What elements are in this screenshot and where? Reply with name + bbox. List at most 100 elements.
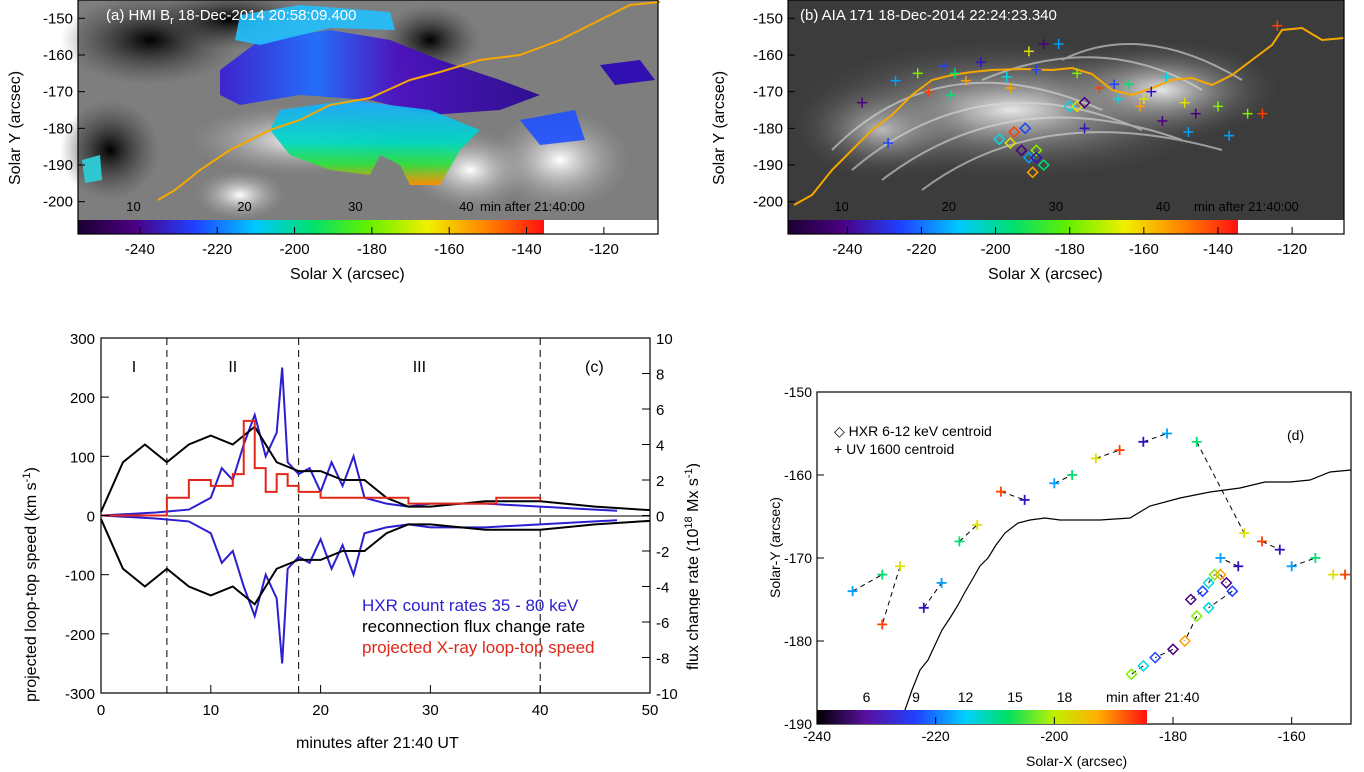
centroid-track-line <box>881 566 901 625</box>
uv-centroid-marker <box>1138 94 1149 104</box>
centroid-track-line <box>1190 590 1203 600</box>
y-tick-label: -170 <box>43 84 73 101</box>
y-tick-label: -180 <box>753 120 783 137</box>
centroid-track-line <box>1054 474 1073 484</box>
uv-centroid-marker <box>1239 528 1250 539</box>
x-tick-label: -220 <box>906 241 936 258</box>
uv-centroid-marker <box>1112 94 1123 104</box>
uv-centroid-marker <box>1272 20 1283 31</box>
uv-centroid-marker <box>1257 108 1268 119</box>
colorbar-tick-label: 40 <box>459 199 473 214</box>
uv-centroid-marker <box>954 536 965 547</box>
hxr-centroid-marker <box>1008 125 1021 139</box>
y-right-tick-label: 4 <box>656 438 664 455</box>
centroid-track-line <box>1261 540 1281 551</box>
uv-centroid-marker <box>890 75 901 86</box>
panel-c-xlabel: minutes after 21:40 UT <box>296 735 459 752</box>
uv-centroid-marker <box>1274 544 1285 555</box>
panel-d-centroid-motion: ◇ HXR 6-12 keV centroid + UV 1600 centro… <box>767 384 1352 769</box>
uv-centroid-marker <box>1340 569 1351 580</box>
hxr-centroid-marker <box>1004 136 1017 150</box>
uv-centroid-marker <box>1179 97 1190 108</box>
x-tick-label: -180 <box>357 241 387 258</box>
y-right-tick-label: 2 <box>656 473 664 490</box>
centroid-track-line <box>1208 590 1233 609</box>
y-tick-label: -150 <box>753 10 783 27</box>
uv-centroid-marker <box>1019 494 1030 505</box>
hxr-centroid-marker <box>1015 144 1028 157</box>
panel-a-xlabel: Solar X (arcsec) <box>290 266 405 283</box>
uv-centroid-marker <box>995 486 1006 497</box>
x-tick-label: -200 <box>280 241 310 258</box>
hxr-centroid-marker <box>993 133 1006 146</box>
colorbar-tick-label: 20 <box>941 199 955 214</box>
x-tick-label: -200 <box>1040 728 1068 744</box>
panel-d-colorbar <box>817 710 1147 724</box>
y-right-tick-label: -6 <box>656 615 669 632</box>
x-tick-label: -240 <box>125 241 155 258</box>
hxr-centroid-marker <box>1184 593 1197 606</box>
colorbar-tick-label: 40 <box>1156 199 1170 214</box>
x-tick-label: 50 <box>642 702 659 719</box>
series-line-1 <box>100 425 651 513</box>
uv-centroid-marker <box>923 86 934 97</box>
uv-centroid-marker <box>949 68 960 79</box>
x-tick-label: -140 <box>512 241 542 258</box>
centroid-track-line <box>1184 615 1198 642</box>
uv-centroid-marker <box>1109 79 1120 90</box>
y-left-tick-label: 100 <box>70 449 95 466</box>
uv-centroid-marker <box>1031 64 1042 75</box>
hxr-centroid-marker <box>1026 166 1039 179</box>
x-tick-label: 0 <box>97 702 105 719</box>
uv-centroid-marker <box>1094 83 1105 93</box>
y-left-tick-label: -200 <box>65 627 95 644</box>
x-tick-label: -180 <box>1055 241 1085 258</box>
panel-b-title: (b) AIA 171 18-Dec-2014 22:24:23.340 <box>800 7 1057 24</box>
colorbar-tick-label: 30 <box>348 199 362 214</box>
phase-label: II <box>228 359 237 376</box>
series-line-mirror-1 <box>100 518 651 606</box>
legend-flux: reconnection flux change rate <box>362 617 585 636</box>
x-tick-label: 20 <box>312 702 329 719</box>
hxr-centroid-marker <box>1202 601 1215 614</box>
panel-b-colorbar <box>788 220 1238 234</box>
hxr-centroid-marker <box>1178 634 1191 648</box>
uv-centroid-marker <box>1157 116 1168 126</box>
colorbar-tick-label: 10 <box>126 199 140 214</box>
hxr-centroid-marker <box>1196 585 1209 598</box>
uv-centroid-marker <box>960 75 971 86</box>
hxr-centroid-marker <box>1037 158 1050 172</box>
panel-d-xlabel: Solar-X (arcsec) <box>1026 753 1127 769</box>
panel-d-tag: (d) <box>1287 427 1304 443</box>
y-tick-label: -200 <box>43 194 73 211</box>
x-tick-label: -120 <box>1277 241 1307 258</box>
uv-centroid-marker <box>1135 101 1146 112</box>
panel-c-ylabel-left: projected loop-top speed (km s-1) <box>21 467 40 702</box>
y-tick-label: -150 <box>43 10 73 27</box>
series-line-2 <box>101 419 542 517</box>
y-tick-label: -160 <box>43 47 73 64</box>
hxr-centroid-marker <box>1030 151 1043 164</box>
uv-centroid-marker <box>1190 108 1201 119</box>
hxr-centroid-marker <box>1226 585 1239 598</box>
x-tick-label: -240 <box>803 728 831 744</box>
centroid-track-line <box>923 582 943 609</box>
colorbar-tick-label: 9 <box>912 689 920 705</box>
colorbar-tick-label: 12 <box>958 689 974 705</box>
y-left-tick-label: -300 <box>65 686 95 703</box>
y-right-tick-label: -4 <box>656 580 669 597</box>
uv-centroid-marker <box>1079 123 1090 134</box>
uv-centroid-marker <box>1233 561 1244 572</box>
uv-centroid-marker <box>1001 72 1012 82</box>
y-tick-label: -180 <box>784 633 812 649</box>
panel-a-colorbar <box>78 220 544 234</box>
y-right-tick-label: -8 <box>656 651 669 668</box>
uv-centroid-marker <box>877 619 888 630</box>
uv-centroid-marker <box>1162 428 1173 439</box>
panel-c-ylabel-right: flux change rate (1018 Mx s-1) <box>683 463 700 670</box>
centroid-track-line <box>959 524 978 542</box>
panel-b-aia-map: (b) AIA 171 18-Dec-2014 22:24:23.340 10 2… <box>711 0 1345 283</box>
uv-centroid-marker <box>1138 436 1149 447</box>
panel-c-time-profiles: I II III 0 10 20 30 40 50 3002001000-100-200-30… <box>21 331 700 752</box>
uv-centroid-marker <box>1067 470 1078 480</box>
